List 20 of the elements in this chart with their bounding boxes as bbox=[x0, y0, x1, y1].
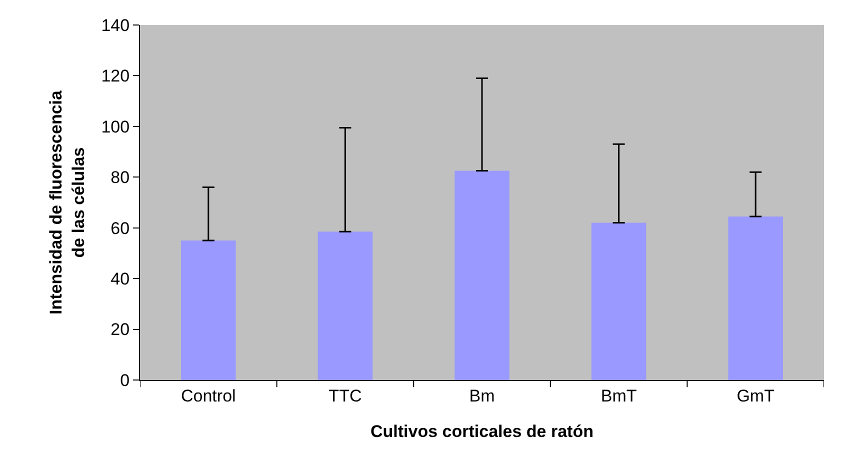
y-axis-title: Intensidad de fluorescencia de las células bbox=[46, 90, 88, 314]
x-tick-label: Control bbox=[180, 386, 236, 406]
bar bbox=[181, 240, 236, 380]
bar bbox=[454, 170, 510, 380]
x-tick-label: TTC bbox=[328, 386, 362, 406]
y-tick-label: 120 bbox=[101, 66, 130, 86]
x-tick-label: BmT bbox=[600, 386, 637, 406]
bar bbox=[591, 222, 646, 380]
y-tick-label: 40 bbox=[110, 270, 130, 289]
y-tick-label: 100 bbox=[101, 117, 130, 136]
y-tick-label: 80 bbox=[110, 168, 130, 188]
bar bbox=[318, 232, 373, 380]
y-tick-label: 60 bbox=[110, 218, 130, 238]
x-axis-title: Cultivos corticales de ratón bbox=[370, 422, 594, 441]
y-tick-label: 20 bbox=[110, 320, 130, 340]
y-tick-label: 140 bbox=[101, 16, 130, 35]
y-tick-label: 0 bbox=[120, 370, 130, 390]
bar bbox=[728, 216, 783, 380]
x-tick-label: Bm bbox=[469, 386, 495, 406]
x-tick-label: GmT bbox=[736, 386, 774, 406]
